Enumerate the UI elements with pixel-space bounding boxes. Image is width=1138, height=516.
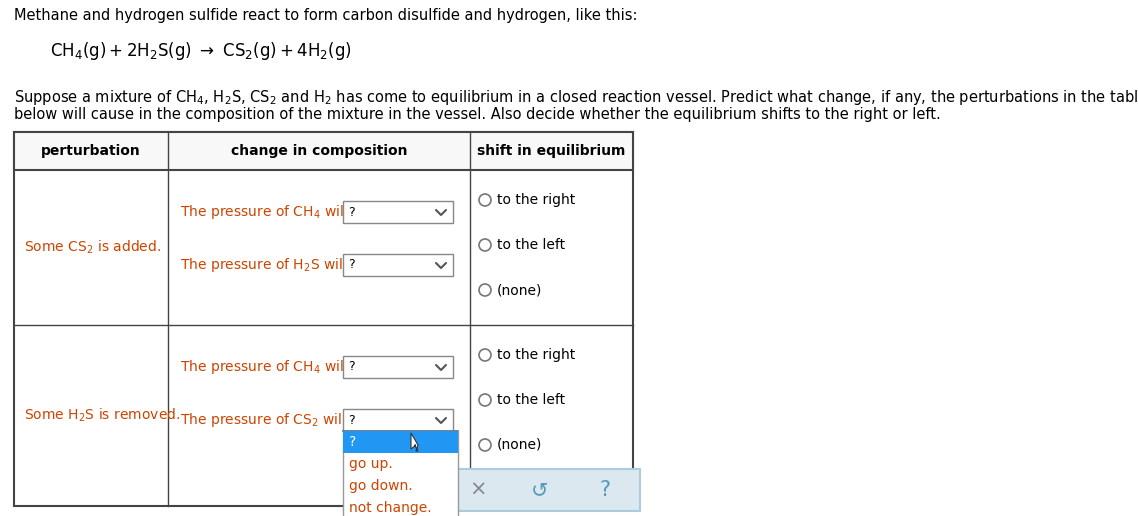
Text: Suppose a mixture of $\mathregular{CH_4}$, $\mathregular{H_2S}$, $\mathregular{C: Suppose a mixture of $\mathregular{CH_4}…: [14, 88, 1138, 107]
Text: change in composition: change in composition: [231, 144, 407, 158]
Text: ?: ?: [348, 361, 355, 374]
Bar: [343, 431, 457, 453]
Polygon shape: [411, 433, 418, 451]
Text: shift in equilibrium: shift in equilibrium: [477, 144, 626, 158]
Text: Some H$_2$S is removed.: Some H$_2$S is removed.: [24, 407, 180, 424]
Text: ?: ?: [349, 435, 356, 449]
Text: ×: ×: [469, 480, 487, 500]
Text: Some CS$_2$ is added.: Some CS$_2$ is added.: [24, 239, 162, 256]
Text: The pressure of CH$_4$ will: The pressure of CH$_4$ will: [180, 203, 348, 221]
Bar: [343, 431, 457, 516]
Text: to the right: to the right: [497, 348, 575, 362]
Bar: [343, 409, 453, 431]
Bar: [343, 356, 453, 378]
Text: The pressure of CH$_4$ will: The pressure of CH$_4$ will: [180, 358, 348, 376]
Text: go up.: go up.: [349, 457, 393, 471]
Text: to the left: to the left: [497, 238, 566, 252]
Text: (none): (none): [497, 283, 543, 297]
Text: not change.: not change.: [349, 501, 431, 515]
Text: Methane and hydrogen sulfide react to form carbon disulfide and hydrogen, like t: Methane and hydrogen sulfide react to fo…: [14, 8, 637, 23]
Text: ?: ?: [348, 259, 355, 271]
Text: ↺: ↺: [531, 480, 549, 500]
Text: The pressure of H$_2$S will: The pressure of H$_2$S will: [180, 256, 347, 274]
Text: to the left: to the left: [497, 393, 566, 407]
Bar: [14, 132, 633, 170]
Bar: [450, 469, 640, 511]
Bar: [343, 254, 453, 276]
Text: go down.: go down.: [349, 479, 413, 493]
Text: $\mathregular{CH_4(g)+2H_2S(g)\ \rightarrow\ CS_2(g)+4H_2(g)}$: $\mathregular{CH_4(g)+2H_2S(g)\ \rightar…: [50, 40, 352, 62]
Text: The pressure of CS$_2$ will: The pressure of CS$_2$ will: [180, 411, 346, 429]
Bar: [343, 201, 453, 223]
Bar: [14, 132, 633, 170]
Text: ?: ?: [600, 480, 611, 500]
Bar: [14, 132, 633, 506]
Text: to the right: to the right: [497, 193, 575, 207]
Text: (none): (none): [497, 438, 543, 452]
Text: perturbation: perturbation: [41, 144, 141, 158]
Text: ?: ?: [348, 205, 355, 218]
Text: below will cause in the composition of the mixture in the vessel. Also decide wh: below will cause in the composition of t…: [14, 107, 941, 122]
Text: ?: ?: [348, 413, 355, 427]
